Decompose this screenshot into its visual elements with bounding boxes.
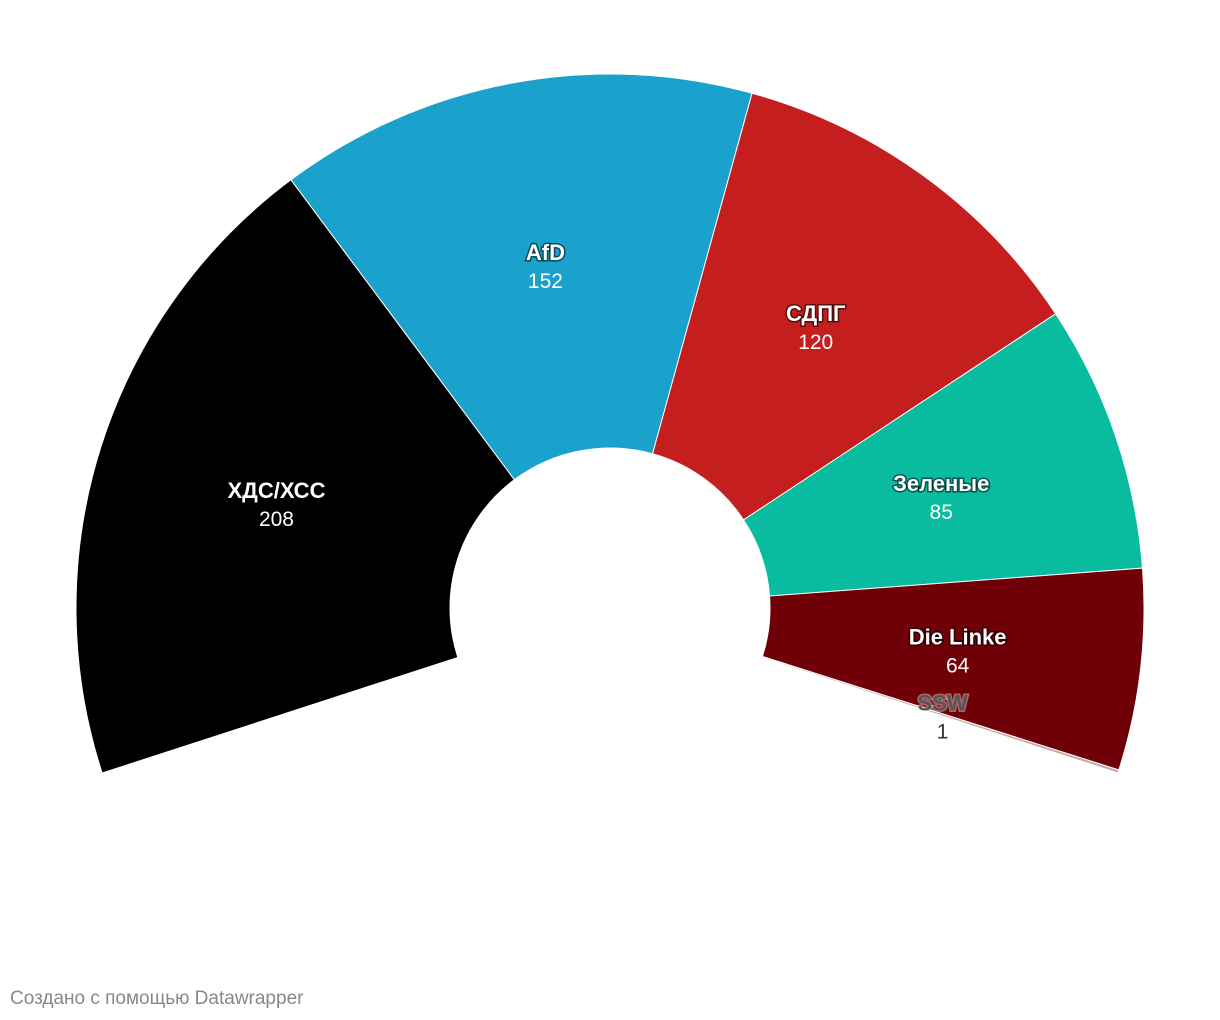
segment-value: 1: [937, 721, 949, 744]
seat-segment: [75, 179, 516, 774]
segment-label: СДПГ: [786, 301, 846, 326]
segment-label: Die Linke: [909, 625, 1007, 650]
seat-segment: [761, 655, 1120, 774]
segment-label: Зеленые: [893, 471, 989, 496]
seat-segment: [742, 313, 1144, 597]
segment-value: 208: [259, 508, 294, 531]
seat-segment: [761, 567, 1145, 771]
segment-label: AfD: [526, 240, 565, 265]
segment-label: SSW: [918, 691, 968, 716]
seat-segment: [290, 73, 753, 481]
segment-value: 152: [528, 270, 563, 293]
segment-label: ХДС/ХСС: [228, 478, 326, 503]
segment-value: 120: [798, 331, 833, 354]
segment-value: 85: [930, 501, 953, 524]
segment-value: 64: [946, 655, 970, 678]
seat-segment: [651, 92, 1057, 521]
footer: Создано с помощью Datawrapper: [10, 988, 304, 1009]
